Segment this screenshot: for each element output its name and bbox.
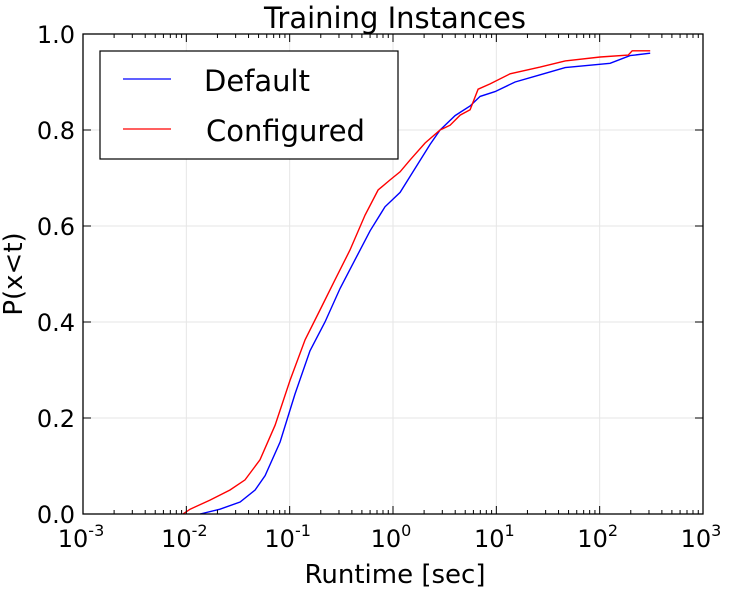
- y-tick-label: 0.2: [37, 405, 75, 433]
- chart-title: Training Instances: [263, 1, 526, 35]
- y-tick-label: 0.0: [37, 501, 75, 529]
- x-axis-label: Runtime [sec]: [305, 560, 486, 590]
- series-line-configured: [182, 50, 651, 515]
- axis-ticks: 10-3 10-2 10-1 100 101 102 103 0.0 0.2 0.4 0.6 0.8 1…: [37, 21, 722, 553]
- legend-box: [99, 50, 399, 160]
- y-tick-label: 0.6: [37, 213, 75, 241]
- x-tick-label: 100: [371, 521, 412, 553]
- x-tick-label: 102: [577, 521, 618, 553]
- series-line-default: [199, 52, 651, 515]
- series-lines: [182, 50, 651, 515]
- x-tick-label: 10-2: [161, 521, 208, 553]
- x-tick-label: 103: [681, 521, 722, 553]
- x-tick-label: 10-1: [264, 521, 311, 553]
- legend-label-default: Default: [204, 64, 310, 98]
- y-tick-label: 0.4: [37, 309, 75, 337]
- y-axis-label: P(x<t): [0, 232, 29, 315]
- y-tick-label: 1.0: [37, 21, 75, 49]
- legend-label-configured: Configured: [206, 114, 365, 148]
- x-tick-label: 101: [474, 521, 515, 553]
- y-tick-label: 0.8: [37, 117, 75, 145]
- legend: Default Configured: [99, 50, 399, 160]
- x-tick-label: 10-3: [58, 521, 105, 553]
